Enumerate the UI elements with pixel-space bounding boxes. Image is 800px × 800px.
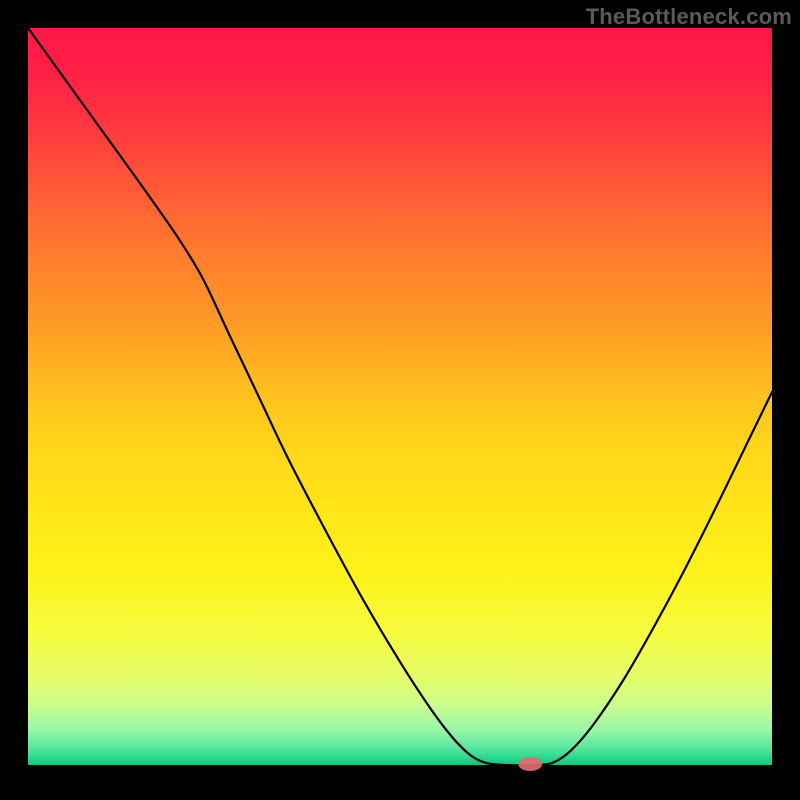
optimal-point-marker	[518, 757, 542, 771]
gradient-plot-area	[28, 28, 772, 765]
bottleneck-chart	[0, 0, 800, 800]
chart-stage: TheBottleneck.com	[0, 0, 800, 800]
